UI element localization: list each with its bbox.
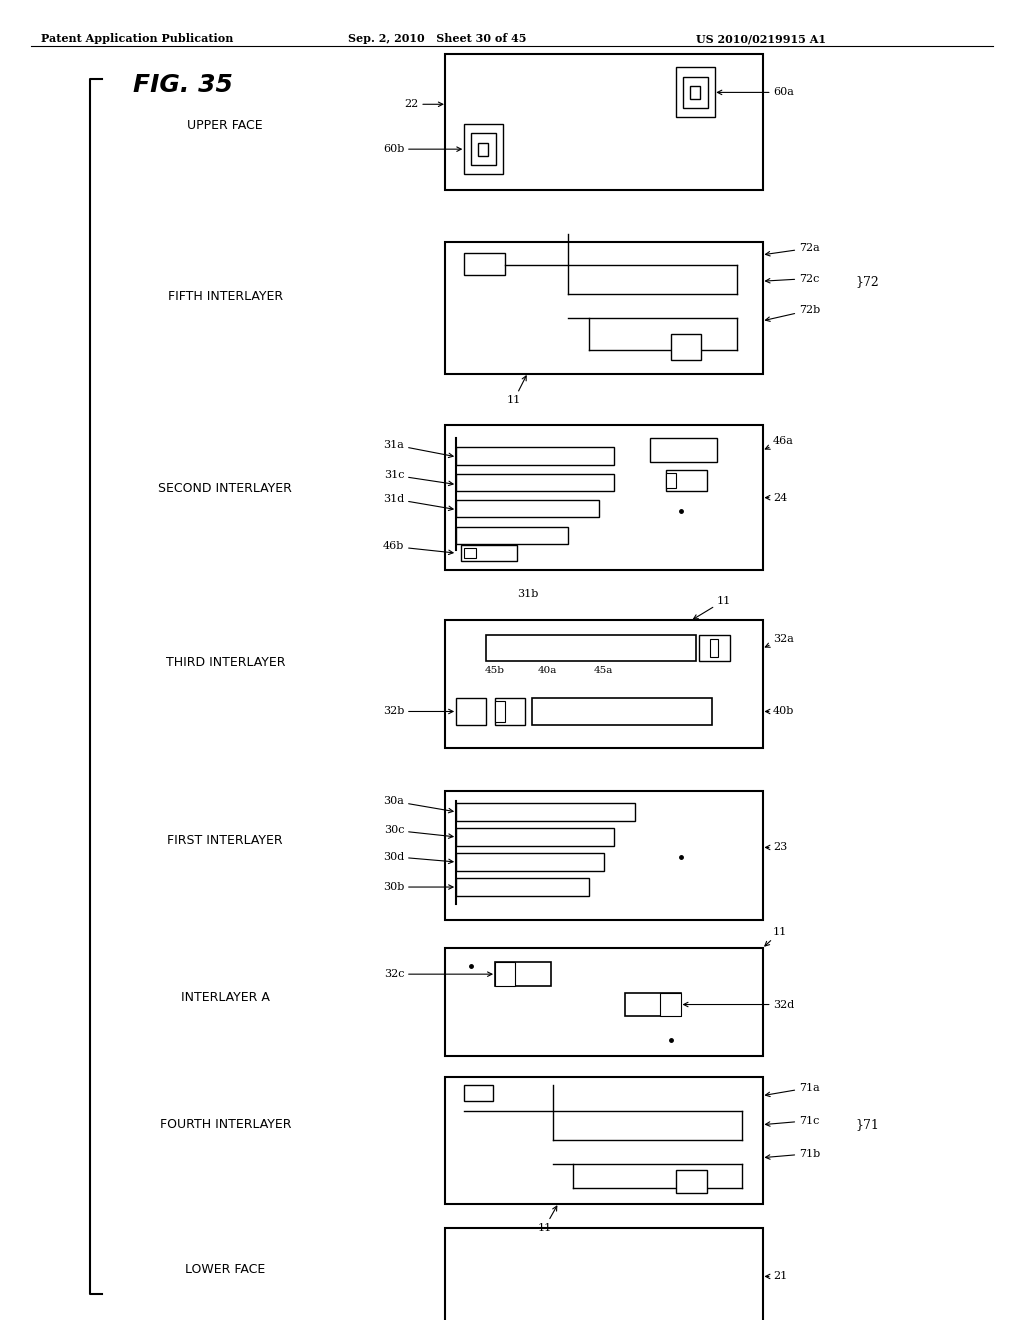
Bar bbox=[625, 993, 681, 1016]
Bar bbox=[495, 962, 551, 986]
Text: 71b: 71b bbox=[766, 1148, 820, 1159]
Text: FOURTH INTERLAYER: FOURTH INTERLAYER bbox=[160, 1118, 291, 1131]
Text: 11: 11 bbox=[507, 376, 526, 405]
Text: 72c: 72c bbox=[766, 273, 819, 284]
Text: 71c: 71c bbox=[766, 1115, 819, 1126]
Text: 11: 11 bbox=[538, 1206, 557, 1233]
Bar bbox=[456, 878, 589, 896]
Text: 60a: 60a bbox=[718, 87, 794, 98]
Bar bbox=[690, 86, 700, 99]
Text: INTERLAYER A: INTERLAYER A bbox=[181, 991, 269, 1005]
Text: 32b: 32b bbox=[383, 706, 453, 717]
Bar bbox=[456, 447, 614, 465]
Bar bbox=[456, 474, 614, 491]
Text: 60b: 60b bbox=[383, 144, 461, 154]
Text: 30c: 30c bbox=[384, 825, 453, 838]
Bar bbox=[660, 993, 681, 1016]
Text: 71a: 71a bbox=[766, 1082, 819, 1097]
Text: 31d: 31d bbox=[383, 494, 453, 511]
Bar bbox=[710, 639, 718, 657]
Text: 30b: 30b bbox=[383, 882, 453, 892]
Text: LOWER FACE: LOWER FACE bbox=[185, 1263, 265, 1276]
Text: }72: }72 bbox=[855, 275, 879, 288]
Bar bbox=[445, 1077, 763, 1204]
Bar bbox=[464, 124, 503, 174]
Bar bbox=[464, 253, 505, 275]
Bar bbox=[495, 701, 505, 722]
Text: 46b: 46b bbox=[383, 541, 453, 554]
Text: 31b: 31b bbox=[517, 589, 538, 599]
Text: SECOND INTERLAYER: SECOND INTERLAYER bbox=[159, 482, 292, 495]
Bar bbox=[445, 242, 763, 374]
Text: 32c: 32c bbox=[384, 969, 492, 979]
Text: 40b: 40b bbox=[766, 706, 795, 717]
Bar bbox=[445, 1228, 763, 1320]
Text: FIRST INTERLAYER: FIRST INTERLAYER bbox=[168, 834, 283, 847]
Bar bbox=[666, 470, 707, 491]
Bar bbox=[461, 545, 517, 561]
Bar bbox=[671, 334, 701, 360]
Bar bbox=[456, 500, 599, 517]
Bar bbox=[495, 962, 515, 986]
Bar bbox=[456, 527, 568, 544]
Text: UPPER FACE: UPPER FACE bbox=[187, 119, 263, 132]
Text: Sep. 2, 2010   Sheet 30 of 45: Sep. 2, 2010 Sheet 30 of 45 bbox=[348, 33, 526, 44]
Bar bbox=[445, 948, 763, 1056]
Text: 30a: 30a bbox=[384, 796, 453, 813]
Text: 22: 22 bbox=[404, 99, 442, 110]
Bar bbox=[478, 143, 488, 156]
Bar bbox=[456, 803, 635, 821]
Text: }71: }71 bbox=[855, 1118, 879, 1131]
Text: THIRD INTERLAYER: THIRD INTERLAYER bbox=[166, 656, 285, 669]
Bar bbox=[445, 54, 763, 190]
Text: FIFTH INTERLAYER: FIFTH INTERLAYER bbox=[168, 290, 283, 304]
Text: 11: 11 bbox=[765, 927, 787, 946]
Text: 11: 11 bbox=[693, 595, 731, 619]
Bar bbox=[456, 698, 486, 725]
Bar bbox=[699, 635, 730, 661]
Text: 31c: 31c bbox=[384, 470, 453, 486]
Text: 46a: 46a bbox=[765, 436, 794, 449]
Text: 24: 24 bbox=[766, 492, 787, 503]
Bar bbox=[683, 77, 708, 108]
Text: 31a: 31a bbox=[384, 440, 453, 458]
Text: 40a: 40a bbox=[538, 667, 557, 676]
Bar bbox=[464, 548, 476, 558]
Text: 30d: 30d bbox=[383, 851, 453, 863]
Bar bbox=[445, 425, 763, 570]
Bar bbox=[445, 791, 763, 920]
Text: 21: 21 bbox=[766, 1271, 787, 1282]
Text: 72a: 72a bbox=[766, 243, 819, 256]
Bar bbox=[456, 828, 614, 846]
Text: 72b: 72b bbox=[766, 305, 820, 321]
Bar bbox=[471, 133, 496, 165]
Text: 23: 23 bbox=[766, 842, 787, 853]
Text: US 2010/0219915 A1: US 2010/0219915 A1 bbox=[696, 33, 826, 44]
Text: Patent Application Publication: Patent Application Publication bbox=[41, 33, 233, 44]
Bar bbox=[676, 1170, 707, 1193]
Bar bbox=[650, 438, 717, 462]
Bar bbox=[666, 473, 676, 488]
Bar bbox=[445, 620, 763, 748]
Bar bbox=[464, 1085, 493, 1101]
Bar bbox=[676, 67, 715, 117]
Text: 45a: 45a bbox=[594, 667, 613, 676]
Bar bbox=[495, 698, 525, 725]
Text: 32d: 32d bbox=[684, 999, 795, 1010]
Text: 32a: 32a bbox=[765, 634, 794, 647]
Bar bbox=[456, 853, 604, 871]
Bar bbox=[486, 635, 696, 661]
Text: 45b: 45b bbox=[484, 667, 505, 676]
Text: FIG. 35: FIG. 35 bbox=[133, 73, 233, 96]
Bar bbox=[532, 698, 712, 725]
